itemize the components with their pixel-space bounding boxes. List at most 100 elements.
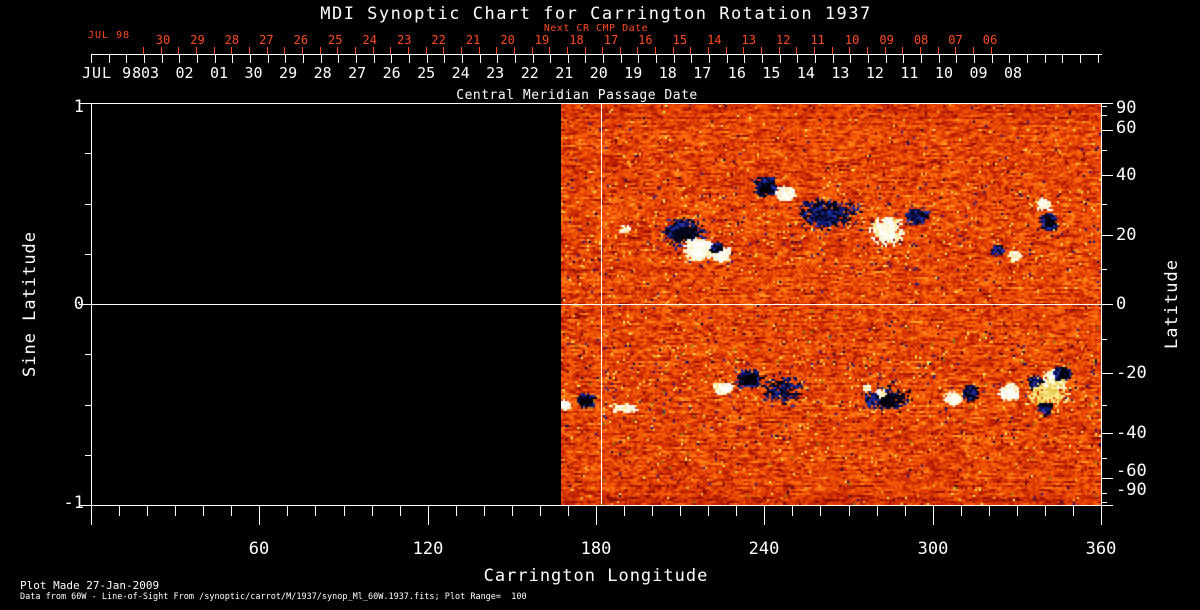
next-cr-tick xyxy=(320,47,321,54)
cmp-day-label: 10 xyxy=(934,64,953,82)
next-cr-day-label: 22 xyxy=(431,33,446,47)
next-cr-tick xyxy=(302,47,303,54)
cmp-tick xyxy=(109,55,110,63)
left-tick xyxy=(85,254,91,255)
right-tick xyxy=(1101,204,1107,205)
cmp-day-label: 17 xyxy=(693,64,712,82)
x-tick-major xyxy=(1101,506,1102,525)
left-tick xyxy=(85,153,91,154)
x-axis-title: Carrington Longitude xyxy=(483,566,709,586)
next-cr-tick xyxy=(214,47,215,54)
x-tick xyxy=(961,506,962,516)
right-tick-label: 90 xyxy=(1116,98,1137,118)
next-cr-tick xyxy=(743,47,744,54)
x-tick xyxy=(119,506,120,516)
next-cr-tick xyxy=(390,47,391,54)
cmp-tick xyxy=(1080,55,1081,63)
cmp-tick xyxy=(921,55,922,63)
next-cr-tick xyxy=(849,47,850,54)
next-cr-tick xyxy=(161,47,162,54)
cmp-tick xyxy=(126,55,127,63)
next-cr-tick xyxy=(532,47,533,54)
next-cr-day-label: 14 xyxy=(707,33,722,47)
meridian-line xyxy=(601,104,602,504)
next-cr-tick xyxy=(602,47,603,54)
cmp-tick xyxy=(886,55,887,63)
next-cr-tick xyxy=(231,47,232,54)
cmp-day-label: 09 xyxy=(969,64,988,82)
right-tick-label: -20 xyxy=(1116,363,1147,383)
next-cr-day-label: 19 xyxy=(534,33,550,47)
next-cr-day-label: 26 xyxy=(293,33,309,47)
cmp-day-label: 25 xyxy=(417,64,436,82)
next-cr-tick xyxy=(620,47,621,54)
cmp-tick xyxy=(992,55,993,63)
left-tick-label: 1 xyxy=(73,97,84,117)
x-tick-major xyxy=(428,506,429,525)
cmp-day-label: 26 xyxy=(382,64,401,82)
cmp-tick xyxy=(91,55,92,63)
cmp-day-label: 29 xyxy=(279,64,298,82)
next-cr-tick xyxy=(585,47,586,54)
x-tick xyxy=(147,506,148,516)
next-cr-tick xyxy=(284,47,285,54)
next-cr-day-label: 11 xyxy=(810,33,825,47)
cmp-tick xyxy=(691,55,692,63)
left-tick-major xyxy=(79,103,91,104)
cmp-tick xyxy=(603,55,604,63)
cmp-tick xyxy=(833,55,834,63)
next-cr-tick xyxy=(496,47,497,54)
next-cr-day-label: 20 xyxy=(500,33,515,47)
cmp-tick xyxy=(444,55,445,63)
cmp-tick xyxy=(868,55,869,63)
x-tick xyxy=(372,506,373,516)
x-tick xyxy=(680,506,681,516)
next-cr-day-label: 21 xyxy=(465,33,481,47)
next-cr-tick xyxy=(196,47,197,54)
cmp-axis-title: Central Meridian Passage Date xyxy=(456,88,698,103)
cmp-tick xyxy=(374,55,375,63)
right-tick-label: -60 xyxy=(1116,461,1147,481)
next-cr-tick xyxy=(567,47,568,54)
next-cr-tick xyxy=(408,47,409,54)
right-tick-label: 20 xyxy=(1116,225,1137,245)
cmp-tick xyxy=(480,55,481,63)
cmp-day-label: 15 xyxy=(762,64,781,82)
cmp-tick xyxy=(497,55,498,63)
cmp-day-label: 27 xyxy=(348,64,367,82)
x-tick-major xyxy=(259,506,260,525)
x-tick xyxy=(512,506,513,516)
cmp-day-label: 02 xyxy=(175,64,194,82)
cmp-month-label: JUL 98 xyxy=(82,64,143,82)
left-tick xyxy=(85,405,91,406)
right-axis-title: Latitude xyxy=(1162,259,1182,349)
next-cr-tick xyxy=(779,47,780,54)
cmp-tick xyxy=(179,55,180,63)
cmp-tick xyxy=(939,55,940,63)
cmp-day-label: 23 xyxy=(486,64,505,82)
next-cr-tick xyxy=(938,47,939,54)
next-cr-month-label: JUL 98 xyxy=(88,30,131,41)
x-tick-major xyxy=(933,506,934,525)
cmp-day-label: 12 xyxy=(865,64,884,82)
cmp-tick xyxy=(762,55,763,63)
left-tick-major xyxy=(79,304,91,305)
cmp-tick xyxy=(144,55,145,63)
x-tick xyxy=(315,506,316,516)
cmp-tick xyxy=(162,55,163,63)
cmp-day-label: 08 xyxy=(1003,64,1023,82)
x-tick xyxy=(1017,506,1018,516)
next-cr-tick xyxy=(814,47,815,54)
cmp-tick xyxy=(197,55,198,63)
right-tick xyxy=(1101,502,1107,503)
cmp-tick xyxy=(656,55,657,63)
cmp-day-label: 01 xyxy=(210,64,229,82)
cmp-tick xyxy=(391,55,392,63)
next-cr-day-label: 24 xyxy=(362,33,377,47)
next-cr-tick xyxy=(267,47,268,54)
cmp-tick xyxy=(709,55,710,63)
bottom-tick-label: 120 xyxy=(412,539,444,559)
next-cr-tick xyxy=(708,47,709,54)
x-tick xyxy=(820,506,821,516)
